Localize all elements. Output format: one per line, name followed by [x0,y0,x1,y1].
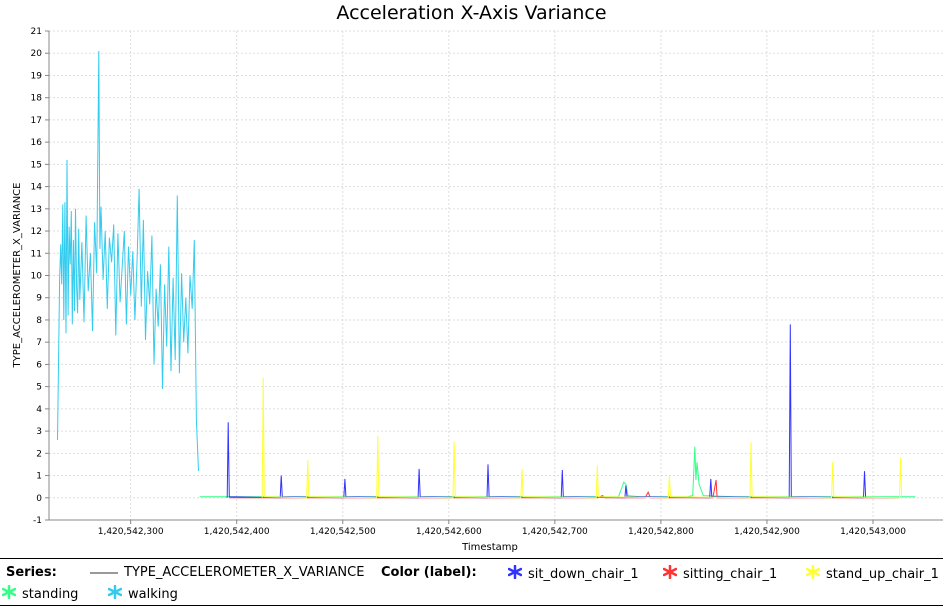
series-line-sitting-chair-1 [229,479,900,499]
y-tick-label: 7 [36,338,42,348]
y-tick-label: 3 [36,427,42,437]
y-tick-label: 13 [31,205,42,215]
legend-item-stand-up-chair-1: stand_up_chair_1 [805,564,939,584]
legend-item-sit-down-chair-1: sit_down_chair_1 [507,564,639,584]
x-tick-label: 1,420,542,500 [310,527,376,537]
series-line-walking [57,50,199,472]
star-shape [805,564,821,580]
y-tick-label: 10 [31,272,43,282]
y-tick-label: 18 [31,94,43,104]
star-icon [805,564,821,584]
grid [49,30,943,521]
series-line-swatch [90,571,118,574]
x-tick-label: 1,420,542,800 [628,527,694,537]
x-axis-label: Timestamp [461,542,518,553]
star-icon [107,584,123,604]
y-tick-label: 5 [36,383,42,393]
star-icon [507,564,523,584]
legend: Series: TYPE_ACCELEROMETER_X_VARIANCE Co… [0,558,943,606]
plot-area: -101234567891011121314151617181920211,42… [12,27,943,553]
y-axis-label: TYPE_ACCELEROMETER_X_VARIANCE [12,183,23,369]
y-tick-label: -1 [33,516,42,526]
y-tick-label: 9 [36,294,42,304]
y-tick-label: 1 [36,472,42,482]
y-tick-label: 2 [36,449,42,459]
y-tick-label: 14 [31,183,43,193]
star-icon [662,564,678,584]
legend-item-standing: standing [1,584,78,604]
series-line-stand-up-chair-1 [261,377,903,499]
legend-series-heading: Series: [6,565,57,580]
star-shape [1,584,17,600]
x-tick-label: 1,420,542,300 [98,527,164,537]
y-tick-label: 17 [31,116,42,126]
y-tick-label: 15 [31,160,42,170]
x-tick-label: 1,420,542,900 [734,527,800,537]
star-shape [662,564,678,580]
y-tick-label: 11 [31,249,42,259]
y-tick-label: 20 [31,49,43,59]
star-shape [107,584,123,600]
chart-title: Acceleration X-Axis Variance [336,2,607,24]
star-shape [507,564,523,580]
y-tick-label: 6 [36,360,42,370]
legend-item-walking: walking [107,584,178,604]
y-tick-label: 0 [36,494,42,504]
legend-color-heading: Color (label): [381,565,477,580]
star-icon [1,584,17,604]
x-tick-label: 1,420,542,700 [522,527,588,537]
y-tick-label: 16 [31,138,43,148]
y-tick-label: 4 [36,405,42,415]
series-lines [57,50,916,499]
x-tick-label: 1,420,542,400 [204,527,270,537]
y-tick-label: 21 [31,27,42,37]
x-tick-label: 1,420,543,000 [840,527,906,537]
legend-series-item: TYPE_ACCELEROMETER_X_VARIANCE [90,565,364,581]
legend-item-sitting-chair-1: sitting_chair_1 [662,564,777,584]
series-line-sit-down-chair-1 [226,324,867,499]
y-tick-label: 12 [31,227,42,237]
axes: -101234567891011121314151617181920211,42… [31,27,943,537]
x-tick-label: 1,420,542,600 [416,527,482,537]
y-tick-label: 8 [36,316,42,326]
y-tick-label: 19 [31,71,43,81]
